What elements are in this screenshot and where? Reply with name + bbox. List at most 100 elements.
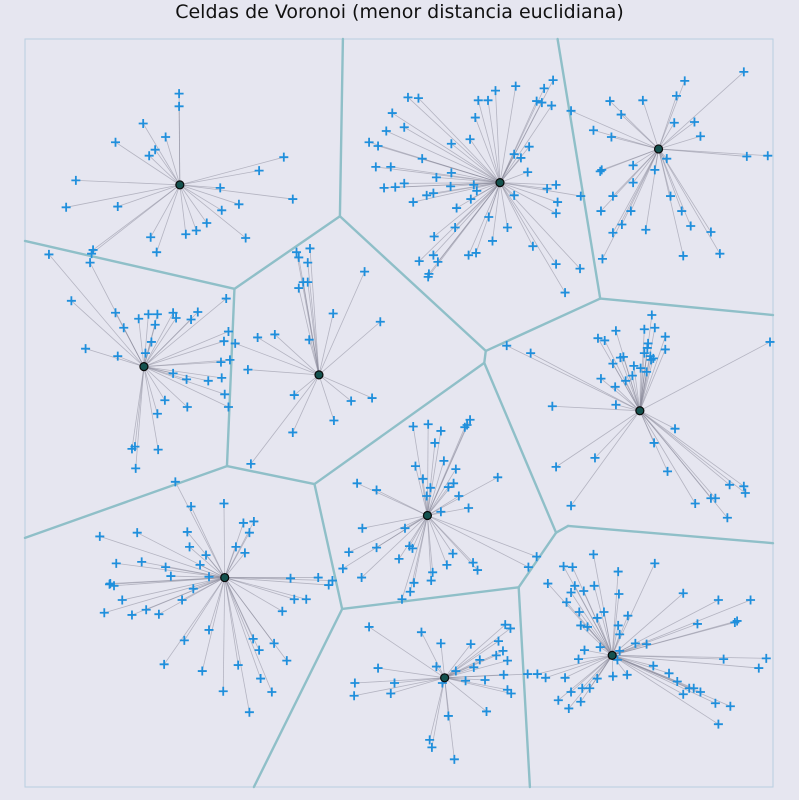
voronoi-edge	[252, 607, 344, 789]
point-marker	[349, 691, 359, 701]
point-marker	[219, 499, 229, 509]
link-line	[658, 148, 721, 254]
point-marker	[439, 456, 449, 466]
link-line	[600, 378, 641, 412]
point-marker	[248, 634, 258, 644]
link-line	[412, 515, 428, 549]
link-line	[639, 353, 645, 411]
point-marker	[649, 438, 659, 448]
point-marker	[627, 371, 637, 381]
link-line	[611, 655, 719, 725]
point-marker	[405, 587, 415, 597]
center-marker	[607, 650, 617, 660]
link-line	[499, 86, 517, 183]
point-marker	[367, 393, 377, 403]
link-line	[183, 577, 226, 641]
link-line	[612, 654, 767, 659]
point-marker	[502, 656, 512, 666]
link-line	[658, 135, 701, 150]
point-marker	[551, 180, 561, 190]
point-marker	[240, 548, 250, 558]
point-marker	[715, 249, 725, 259]
link-line	[499, 171, 528, 183]
point-marker	[277, 606, 287, 616]
link-line	[307, 282, 320, 375]
point-marker	[409, 578, 419, 588]
point-marker	[498, 646, 508, 656]
point-marker	[566, 501, 576, 511]
point-marker	[595, 166, 605, 176]
point-marker	[324, 580, 334, 590]
point-marker	[597, 165, 607, 175]
point-marker	[425, 735, 435, 745]
point-marker	[589, 581, 599, 591]
point-marker	[623, 611, 633, 621]
point-marker	[85, 258, 95, 268]
link-line	[224, 552, 246, 578]
point-marker	[144, 151, 154, 161]
link-line	[413, 182, 501, 203]
point-marker	[647, 310, 657, 320]
link-line	[156, 184, 181, 253]
point-marker	[152, 409, 162, 419]
link-line	[224, 546, 237, 578]
point-marker	[608, 359, 618, 369]
point-marker	[612, 655, 622, 665]
center-marker	[220, 572, 230, 583]
point-marker	[615, 629, 625, 639]
point-marker	[177, 595, 187, 605]
point-marker	[662, 154, 672, 164]
point-marker	[386, 162, 396, 172]
point-marker	[670, 424, 680, 434]
point-marker	[464, 503, 474, 513]
point-marker	[217, 205, 227, 215]
point-marker	[220, 389, 230, 399]
voronoi-edge	[225, 287, 236, 468]
point-marker	[450, 222, 460, 232]
point-marker	[590, 453, 600, 463]
point-marker	[225, 355, 235, 365]
point-marker	[524, 142, 534, 152]
link-line	[235, 343, 320, 376]
point-marker	[516, 153, 526, 163]
point-marker	[329, 415, 339, 425]
point-marker	[113, 351, 123, 361]
link-line	[451, 172, 501, 184]
point-marker	[608, 228, 618, 238]
point-marker	[436, 638, 446, 648]
link-line	[499, 182, 534, 247]
point-marker	[186, 502, 196, 511]
link-line	[390, 677, 445, 694]
point-marker	[595, 642, 605, 652]
point-marker	[614, 589, 624, 599]
point-marker	[364, 137, 374, 147]
point-marker	[553, 197, 563, 207]
link-line	[436, 176, 501, 184]
point-marker	[695, 131, 705, 141]
point-marker	[230, 338, 240, 348]
center-marker	[653, 144, 664, 154]
point-marker	[577, 683, 587, 693]
link-line	[190, 506, 226, 578]
link-line	[612, 654, 759, 669]
point-marker	[490, 86, 500, 96]
point-marker	[328, 309, 338, 319]
link-line	[302, 282, 320, 375]
point-marker	[532, 669, 542, 679]
point-marker	[551, 259, 561, 269]
point-marker	[233, 660, 243, 670]
link-line	[444, 677, 508, 691]
link-line	[158, 577, 225, 615]
link-line	[620, 114, 659, 150]
link-line	[487, 100, 501, 183]
link-line	[165, 566, 225, 578]
point-marker	[617, 220, 627, 230]
link-line	[639, 410, 712, 499]
point-marker	[663, 466, 673, 476]
point-marker	[216, 357, 226, 367]
point-marker	[204, 625, 214, 635]
link-line	[603, 611, 613, 656]
point-marker	[678, 689, 688, 699]
point-marker	[532, 96, 542, 106]
point-marker	[765, 337, 775, 347]
